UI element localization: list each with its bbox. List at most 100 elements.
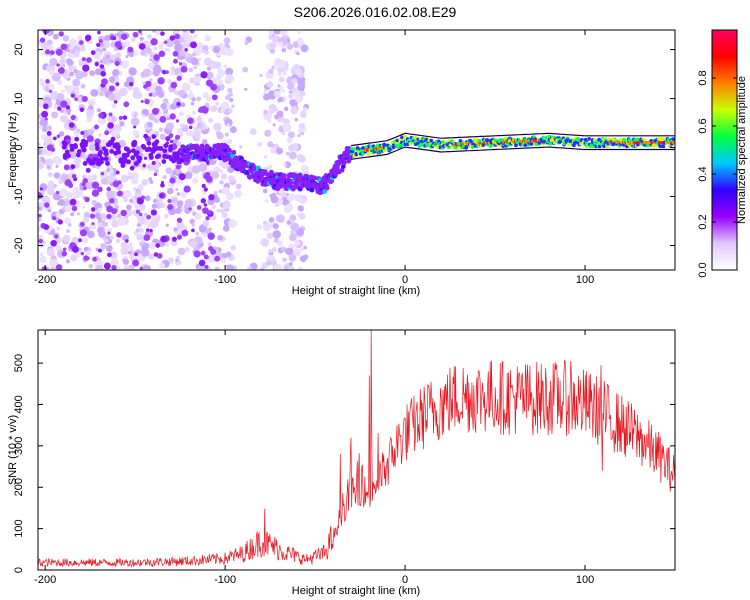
noise-mark [265, 256, 270, 261]
noise-mark [57, 227, 61, 231]
noise-mark [115, 52, 122, 59]
noise-mark [268, 217, 275, 223]
noise-blob [132, 31, 139, 38]
noise-mark [201, 49, 206, 54]
noise-mark [60, 173, 69, 182]
noise-mark [74, 162, 81, 169]
noise-mark [155, 85, 163, 94]
noise-mark [171, 170, 177, 176]
noise-mark [285, 122, 289, 126]
noise-mark [268, 90, 275, 97]
noise-blob [50, 239, 57, 247]
spectrogram-y-tick-label: -10 [13, 189, 25, 205]
noise-blob [132, 259, 140, 267]
noise-mark [219, 208, 226, 214]
noise-mark [65, 191, 73, 199]
noise-mark [268, 103, 278, 113]
noise-mark [97, 207, 102, 212]
noise-mark [94, 68, 102, 76]
noise-mark [297, 84, 305, 93]
noise-mark [149, 53, 154, 58]
spectrogram-x-tick-label: 0 [402, 274, 408, 286]
noise-blob [62, 247, 67, 252]
signal-mark [355, 146, 360, 150]
noise-mark [299, 255, 307, 263]
noise-blob [204, 264, 209, 269]
noise-blob [188, 207, 192, 211]
noise-mark [103, 180, 108, 185]
noise-mark [264, 129, 272, 137]
noise-mark [94, 212, 101, 219]
noise-mark [204, 34, 211, 42]
noise-mark [119, 121, 125, 127]
noise-blob [173, 58, 178, 64]
noise-blob [55, 190, 60, 195]
signal-mark [497, 139, 502, 144]
noise-mark [290, 230, 294, 234]
noise-mark [111, 214, 117, 220]
noise-mark [225, 67, 234, 76]
noise-mark [273, 237, 279, 243]
noise-mark [135, 91, 143, 99]
noise-blob [158, 193, 164, 198]
noise-blob [205, 175, 213, 183]
noise-mark [129, 198, 134, 203]
noise-mark [204, 102, 209, 108]
noise-mark [76, 96, 83, 103]
noise-mark [153, 82, 158, 87]
signal-mark [464, 145, 469, 149]
noise-mark [165, 223, 169, 227]
noise-mark [226, 264, 234, 270]
noise-blob [148, 92, 153, 97]
noise-blob [42, 30, 50, 35]
signal-band-upper-edge [351, 132, 675, 147]
signal-mark [105, 161, 110, 166]
signal-mark [346, 158, 352, 164]
noise-blob [170, 81, 178, 89]
noise-mark [281, 47, 287, 53]
noise-mark [290, 219, 295, 224]
noise-mark [62, 35, 70, 42]
noise-mark [180, 102, 186, 108]
snr-panel: -200 -100 0 100 0 100 200 300 400 500 Height of s… [7, 329, 676, 597]
noise-blob [113, 100, 118, 104]
noise-mark [269, 144, 273, 148]
noise-mark [46, 39, 53, 46]
signal-mark [312, 175, 318, 181]
noise-mark [105, 244, 113, 253]
noise-mark [268, 249, 273, 254]
noise-blob [172, 50, 179, 57]
noise-mark [196, 42, 204, 49]
noise-mark [297, 79, 305, 87]
noise-blob [208, 245, 214, 252]
noise-blob [39, 187, 43, 191]
signal-mark [660, 137, 665, 142]
signal-mark [126, 159, 131, 165]
noise-blob [202, 207, 209, 215]
spectrogram-y-axis-title: Frequency (Hz) [7, 112, 19, 188]
noise-blob [140, 195, 146, 200]
signal-mark [400, 135, 404, 140]
noise-mark [109, 169, 114, 174]
signal-mark [162, 148, 168, 154]
noise-blob [46, 144, 54, 151]
signal-band-lower-edge [351, 146, 675, 160]
noise-mark [98, 133, 102, 137]
noise-mark [278, 41, 284, 47]
noise-blob [80, 221, 85, 227]
noise-blob [120, 209, 127, 217]
noise-mark [130, 117, 140, 126]
noise-blob [43, 224, 50, 230]
noise-blob [44, 202, 50, 208]
noise-mark [259, 73, 263, 78]
noise-mark [120, 247, 129, 255]
noise-blob [200, 198, 207, 204]
signal-mark [429, 138, 434, 143]
noise-blob [178, 62, 183, 66]
noise-mark [272, 123, 276, 127]
noise-mark [106, 168, 111, 173]
noise-mark [88, 264, 94, 269]
noise-mark [294, 68, 302, 76]
noise-blob [112, 36, 117, 41]
noise-mark [81, 71, 88, 78]
